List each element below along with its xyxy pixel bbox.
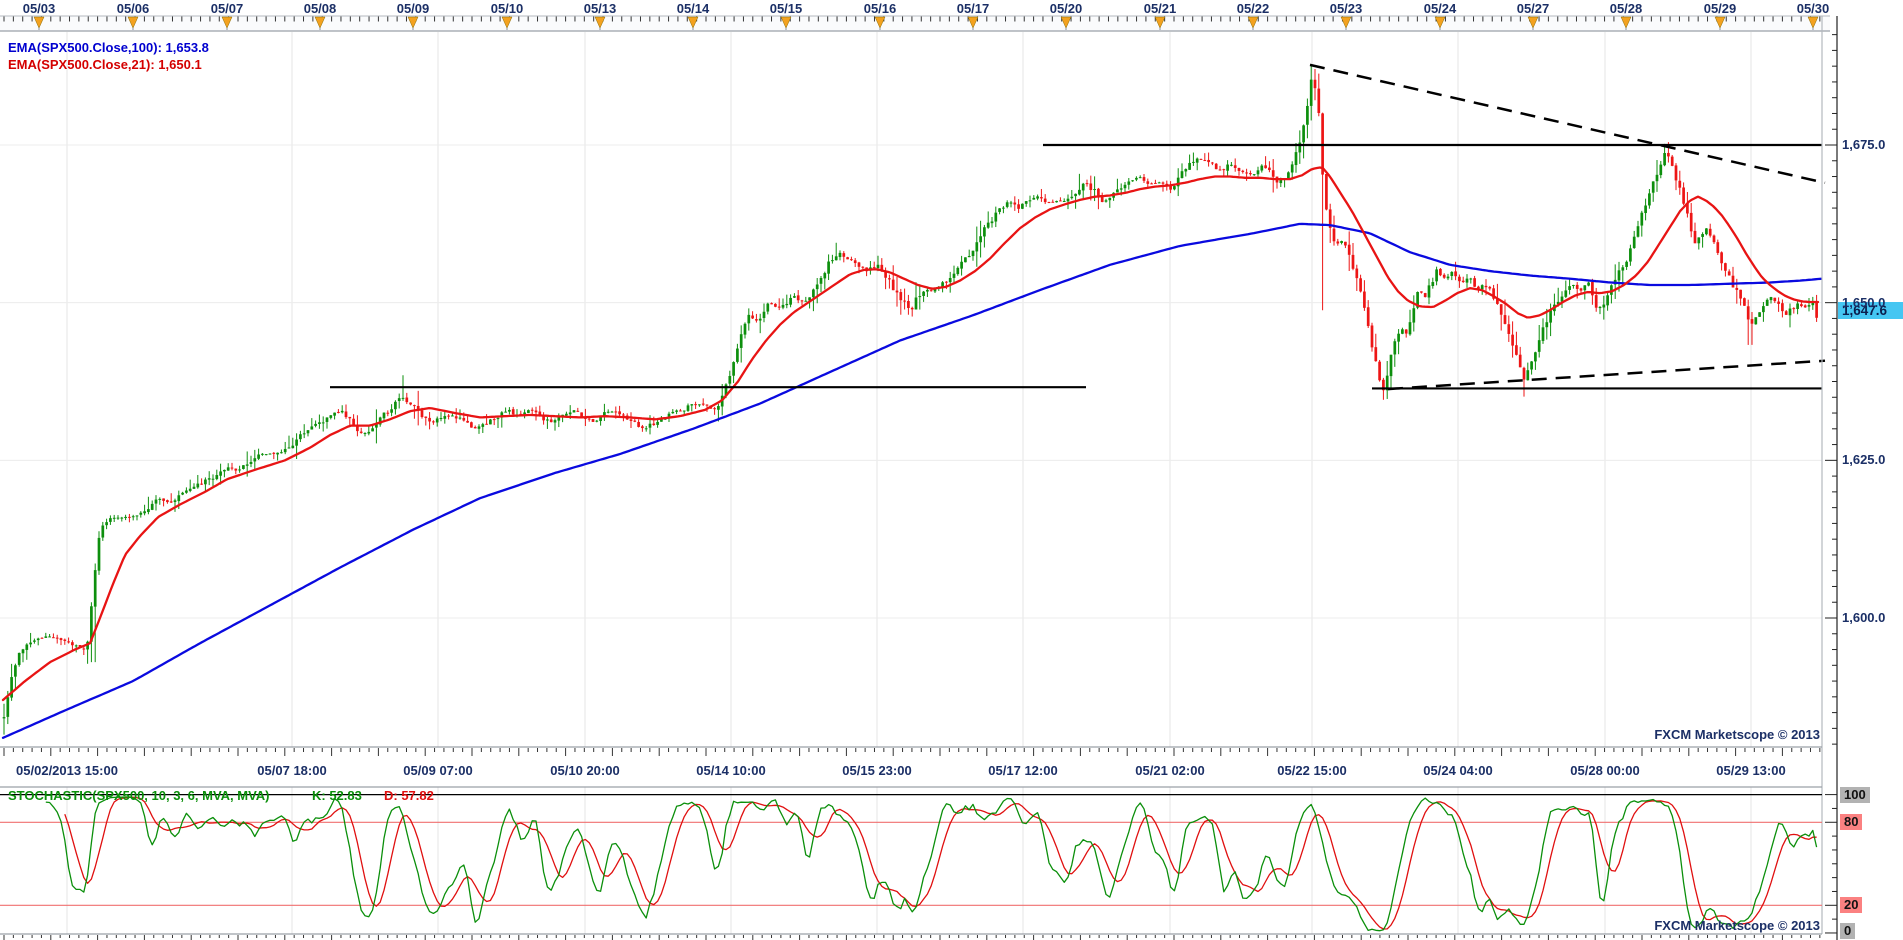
stochastic-level-label: 100 xyxy=(1840,786,1870,803)
day-marker-triangle xyxy=(1807,16,1819,29)
main-watermark: FXCM Marketscope © 2013 xyxy=(1654,727,1820,742)
time-label: 05/21 02:00 xyxy=(1135,763,1205,778)
day-marker-triangle xyxy=(1060,16,1072,29)
day-marker-triangle xyxy=(33,16,45,29)
annotation-lines xyxy=(330,63,1826,391)
stochastic-d-value: D: 57.82 xyxy=(384,788,434,803)
price-axis-label: 1,600.0 xyxy=(1842,610,1886,625)
stochastic-panel xyxy=(0,793,1822,932)
date-label: 05/24 xyxy=(1423,1,1457,16)
date-label: 05/15 xyxy=(769,1,803,16)
ema100-legend-label: EMA(SPX500.Close,100): xyxy=(8,40,162,55)
stochastic-level-label: 80 xyxy=(1840,814,1863,831)
time-label: 05/29 13:00 xyxy=(1716,763,1786,778)
price-axis-label: 1,625.0 xyxy=(1842,452,1886,468)
date-label: 05/09 xyxy=(396,1,430,16)
top-date-ruler xyxy=(0,15,1830,32)
day-marker-triangle xyxy=(1154,16,1166,29)
date-label: 05/07 xyxy=(210,1,244,16)
date-label: 05/13 xyxy=(583,1,617,16)
day-marker-triangle xyxy=(874,16,886,29)
day-marker-triangle xyxy=(594,16,606,29)
stochastic-k-value: K: 52.83 xyxy=(312,788,362,803)
day-marker-triangle xyxy=(127,16,139,29)
ema-lines xyxy=(1,166,1822,739)
time-label: 05/14 10:00 xyxy=(696,763,766,778)
time-label: 05/22 15:00 xyxy=(1277,763,1347,778)
date-label: 05/27 xyxy=(1516,1,1550,16)
candlesticks xyxy=(2,64,1818,735)
day-marker-triangle xyxy=(687,16,699,29)
date-label: 05/23 xyxy=(1329,1,1363,16)
stochastic-legend-label: STOCHASTIC(SPX500, 10, 3, 6, MVA, MVA) xyxy=(8,788,270,803)
day-marker-triangle xyxy=(221,16,233,29)
date-label: 05/22 xyxy=(1236,1,1270,16)
ema21-legend: EMA(SPX500.Close,21): 1,650.1 xyxy=(8,57,202,72)
day-marker-triangle xyxy=(967,16,979,29)
ema21-legend-value: 1,650.1 xyxy=(158,57,202,72)
day-marker-triangle xyxy=(1247,16,1259,29)
time-label: 05/09 07:00 xyxy=(403,763,473,778)
ema21-legend-label: EMA(SPX500.Close,21): xyxy=(8,57,155,72)
day-marker-triangle xyxy=(1714,16,1726,29)
time-label: 05/10 20:00 xyxy=(550,763,620,778)
gridlines xyxy=(0,32,1822,934)
time-label: 05/02/2013 15:00 xyxy=(16,763,118,778)
date-label: 05/21 xyxy=(1143,1,1177,16)
date-label: 05/08 xyxy=(303,1,337,16)
day-marker-triangle xyxy=(1620,16,1632,29)
date-label: 05/30 xyxy=(1796,1,1830,16)
time-label: 05/28 00:00 xyxy=(1570,763,1640,778)
date-label: 05/17 xyxy=(956,1,990,16)
stochastic-level-label: 20 xyxy=(1840,897,1863,914)
date-label: 05/29 xyxy=(1703,1,1737,16)
day-marker-triangle xyxy=(780,16,792,29)
day-marker-triangle xyxy=(501,16,513,29)
stochastic-watermark: FXCM Marketscope © 2013 xyxy=(1654,918,1820,933)
ema100-legend-value: 1,653.8 xyxy=(165,40,209,55)
price-axis xyxy=(1825,16,1838,940)
time-label: 05/07 18:00 xyxy=(257,763,327,778)
day-marker-triangle xyxy=(1527,16,1539,29)
bottom-edge-ruler xyxy=(3,935,1821,940)
day-marker-triangle xyxy=(407,16,419,29)
date-label: 05/03 xyxy=(22,1,56,16)
ema100-legend: EMA(SPX500.Close,100): 1,653.8 xyxy=(8,40,209,55)
date-label: 05/20 xyxy=(1049,1,1083,16)
panel-borders xyxy=(0,16,1823,935)
stochastic-level-label: 0 xyxy=(1840,923,1856,939)
price-axis-label: 1,675.0 xyxy=(1842,137,1886,152)
day-marker-triangle xyxy=(1434,16,1446,29)
date-label: 05/16 xyxy=(863,1,897,16)
price-axis-label: 1,650.0 xyxy=(1842,294,1886,310)
time-label: 05/17 12:00 xyxy=(988,763,1058,778)
time-label: 05/15 23:00 xyxy=(842,763,912,778)
day-marker-triangle xyxy=(1340,16,1352,29)
day-marker-triangle xyxy=(314,16,326,29)
bottom-time-ruler xyxy=(3,748,1821,756)
time-label: 05/24 04:00 xyxy=(1423,763,1493,778)
date-label: 05/14 xyxy=(676,1,710,16)
current-price-badge: 1,647.6 xyxy=(1838,302,1903,319)
date-label: 05/10 xyxy=(490,1,524,16)
date-label: 05/28 xyxy=(1609,1,1643,16)
date-label: 05/06 xyxy=(116,1,150,16)
